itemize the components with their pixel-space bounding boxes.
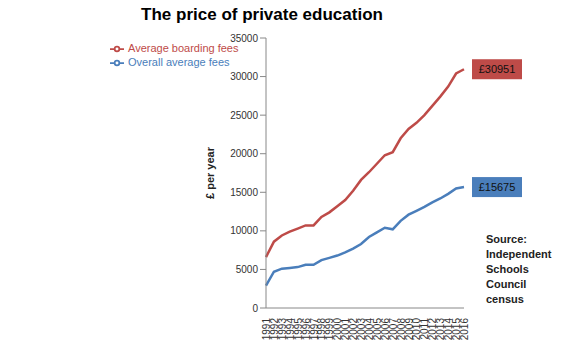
svg-text:10000: 10000	[230, 225, 258, 236]
svg-text:2013: 2013	[435, 318, 447, 341]
svg-text:£15675: £15675	[479, 181, 516, 193]
svg-text:1996: 1996	[300, 318, 312, 341]
svg-text:2005: 2005	[371, 318, 383, 341]
svg-text:2014: 2014	[443, 318, 455, 341]
svg-text:2003: 2003	[356, 318, 367, 341]
svg-text:1998: 1998	[316, 318, 328, 341]
html-text:Overall average fees: Overall average fees	[128, 56, 230, 69]
svg-text:0: 0	[252, 303, 258, 314]
svg-text:1995: 1995	[292, 318, 304, 341]
svg-text:1997: 1997	[308, 318, 320, 341]
svg-text:1992: 1992	[268, 318, 280, 341]
svg-text:30000: 30000	[230, 71, 258, 82]
svg-text:2010: 2010	[411, 318, 423, 341]
svg-text:£ per year: £ per year	[204, 146, 216, 199]
svg-text:2007: 2007	[387, 318, 399, 341]
html-text:Source:: Source:	[486, 233, 527, 245]
svg-text:2002: 2002	[348, 318, 360, 341]
svg-text:2016: 2016	[459, 318, 470, 341]
svg-text:2008: 2008	[395, 318, 407, 341]
html-text:Independent: Independent	[486, 248, 552, 260]
svg-text:£30951: £30951	[479, 63, 516, 75]
svg-text:1991: 1991	[261, 318, 272, 341]
html-text:Schools Council: Schools Council	[486, 263, 529, 290]
html-text:The price of private education: The price of private education	[141, 5, 383, 24]
svg-text:5000: 5000	[236, 264, 259, 275]
svg-text:1994: 1994	[284, 318, 296, 341]
svg-text:1993: 1993	[276, 318, 288, 341]
svg-text:2004: 2004	[364, 318, 375, 341]
svg-text:25000: 25000	[230, 110, 258, 121]
svg-text:2000: 2000	[332, 318, 344, 341]
svg-text:20000: 20000	[230, 148, 258, 159]
svg-text:15000: 15000	[230, 187, 258, 198]
html-text:Average boarding fees: Average boarding fees	[128, 42, 239, 54]
svg-text:2012: 2012	[427, 318, 439, 341]
svg-text:1999: 1999	[324, 318, 336, 341]
svg-text:2006: 2006	[379, 318, 391, 341]
svg-text:35000: 35000	[230, 33, 258, 44]
svg-text:2011: 2011	[419, 318, 431, 340]
svg-text:2009: 2009	[403, 318, 415, 341]
html-text:census: census	[486, 293, 524, 305]
svg-text:2015: 2015	[451, 318, 463, 341]
svg-text:2001: 2001	[340, 318, 352, 341]
